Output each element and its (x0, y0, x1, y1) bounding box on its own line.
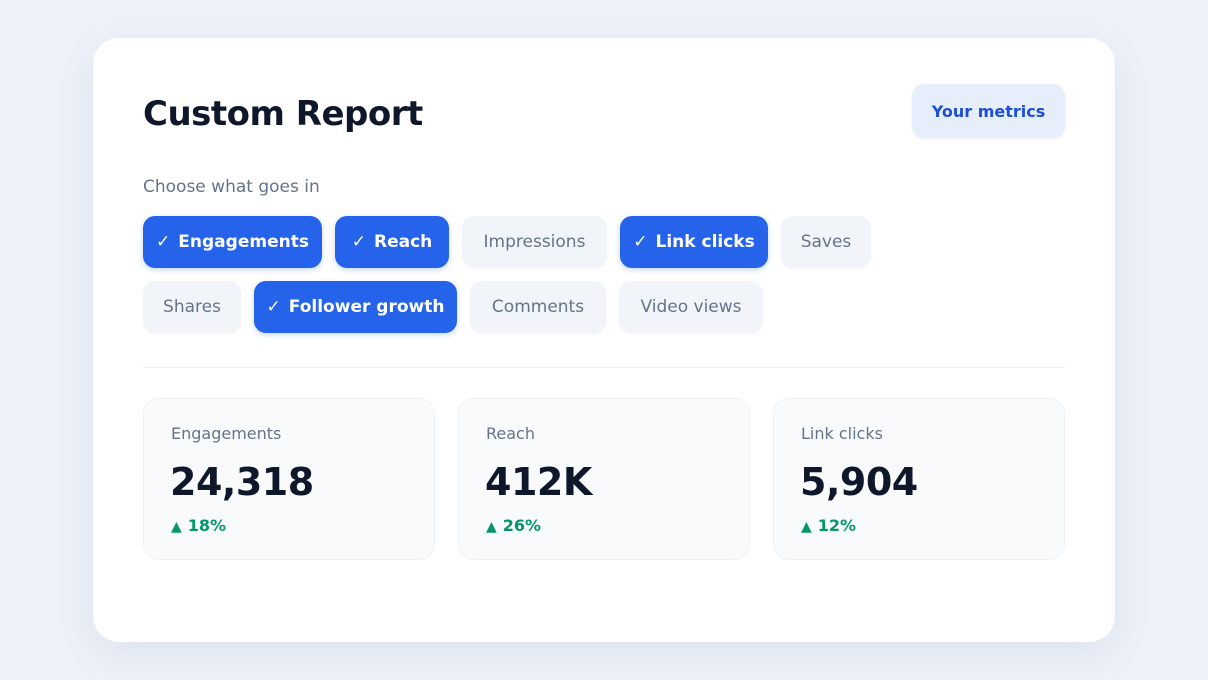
check-icon: ✓ (351, 232, 366, 252)
page-title: Custom Report (143, 94, 423, 134)
section-divider (143, 367, 1065, 368)
check-icon: ✓ (633, 232, 648, 252)
your-metrics-button[interactable]: Your metrics (912, 84, 1065, 138)
stat-label: Link clicks (801, 424, 883, 443)
triangle-up-icon: ▲ (171, 519, 182, 535)
stat-value: 5,904 (800, 460, 918, 504)
metric-chip-comments[interactable]: Comments (470, 281, 606, 333)
triangle-up-icon: ▲ (801, 519, 812, 535)
stat-value: 24,318 (170, 460, 314, 504)
chip-label: Engagements (178, 232, 309, 252)
chip-label: Comments (491, 297, 585, 317)
check-icon: ✓ (266, 297, 281, 317)
metric-chip-impressions[interactable]: Impressions (462, 216, 607, 268)
stat-card-engagements: Engagements 24,318 ▲ 18% (143, 398, 435, 560)
triangle-up-icon: ▲ (486, 519, 497, 535)
stat-delta-value: 18% (187, 516, 227, 535)
check-icon: ✓ (156, 232, 171, 252)
stat-card-link-clicks: Link clicks 5,904 ▲ 12% (773, 398, 1065, 560)
metric-chip-reach[interactable]: ✓ Reach (335, 216, 449, 268)
chip-label: Reach (373, 232, 433, 252)
chip-label: Saves (800, 232, 852, 252)
stat-delta: ▲ 12% (801, 516, 856, 537)
stat-delta-value: 26% (502, 516, 542, 535)
stat-card-reach: Reach 412K ▲ 26% (458, 398, 750, 560)
chip-label: Follower growth (288, 297, 445, 317)
metric-chip-video-views[interactable]: Video views (619, 281, 763, 333)
metric-chip-link-clicks[interactable]: ✓ Link clicks (620, 216, 768, 268)
chip-label: Impressions (483, 232, 586, 252)
stat-delta: ▲ 18% (171, 516, 226, 537)
metric-chip-follower-growth[interactable]: ✓ Follower growth (254, 281, 457, 333)
metric-chip-shares[interactable]: Shares (143, 281, 241, 333)
stat-label: Reach (486, 424, 535, 443)
stat-value: 412K (485, 460, 592, 504)
metric-chip-saves[interactable]: Saves (781, 216, 871, 268)
chip-label: Shares (163, 297, 221, 317)
chooser-label: Choose what goes in (143, 177, 320, 197)
stat-label: Engagements (171, 424, 282, 443)
report-card: Custom Report Your metrics Choose what g… (93, 38, 1115, 642)
metric-chip-engagements[interactable]: ✓ Engagements (143, 216, 322, 268)
chip-label: Video views (640, 297, 742, 317)
chip-label: Link clicks (655, 232, 755, 252)
stat-delta: ▲ 26% (486, 516, 541, 537)
stat-delta-value: 12% (817, 516, 857, 535)
